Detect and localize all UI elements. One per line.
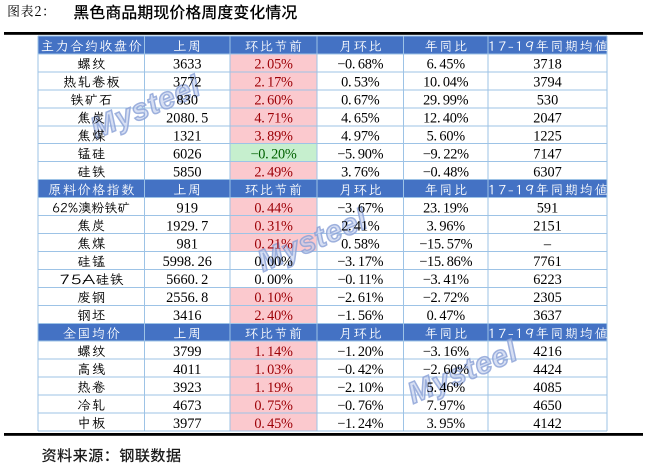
- svg-text:3772: 3772: [173, 75, 202, 91]
- svg-text:−2. 60%: −2. 60%: [423, 362, 469, 378]
- svg-text:−3. 41%: −3. 41%: [423, 272, 469, 288]
- svg-text:−1. 20%: −1. 20%: [337, 344, 383, 360]
- svg-text:2. 41%: 2. 41%: [341, 218, 380, 234]
- svg-text:4. 71%: 4. 71%: [254, 111, 293, 127]
- svg-text:4. 65%: 4. 65%: [341, 111, 380, 127]
- svg-text:4216: 4216: [533, 344, 562, 360]
- svg-text:−3. 16%: −3. 16%: [423, 344, 469, 360]
- svg-text:0. 10%: 0. 10%: [254, 290, 293, 306]
- svg-text:7147: 7147: [533, 147, 562, 163]
- svg-text:−0. 76%: −0. 76%: [337, 398, 383, 414]
- svg-text:3416: 3416: [173, 308, 202, 324]
- svg-text:−2. 10%: −2. 10%: [337, 380, 383, 396]
- svg-text:0. 44%: 0. 44%: [254, 200, 293, 216]
- svg-text:4. 97%: 4. 97%: [341, 129, 380, 145]
- svg-text:0. 21%: 0. 21%: [254, 236, 293, 252]
- svg-text:7761: 7761: [533, 254, 562, 270]
- svg-text:1. 14%: 1. 14%: [254, 344, 293, 360]
- svg-text:−0. 11%: −0. 11%: [337, 272, 383, 288]
- svg-text:4673: 4673: [173, 398, 202, 414]
- svg-text:3. 76%: 3. 76%: [341, 165, 380, 181]
- svg-text:530: 530: [537, 93, 558, 109]
- svg-text:12. 40%: 12. 40%: [423, 111, 469, 127]
- svg-text:4085: 4085: [533, 380, 562, 396]
- svg-text:−15. 57%: −15. 57%: [419, 236, 472, 252]
- svg-text:0. 00%: 0. 00%: [254, 254, 293, 270]
- svg-text:−3. 67%: −3. 67%: [337, 200, 383, 216]
- svg-text:5998. 26: 5998. 26: [163, 254, 212, 270]
- svg-text:2305: 2305: [533, 290, 562, 306]
- svg-text:6307: 6307: [533, 165, 562, 181]
- svg-text:0. 47%: 0. 47%: [427, 308, 466, 324]
- svg-text:3977: 3977: [173, 416, 202, 432]
- svg-text:−0. 42%: −0. 42%: [337, 362, 383, 378]
- svg-text:3633: 3633: [173, 57, 202, 73]
- svg-text:−0. 20%: −0. 20%: [250, 147, 296, 163]
- svg-text:3923: 3923: [173, 380, 202, 396]
- svg-text:2. 05%: 2. 05%: [254, 57, 293, 73]
- svg-text:−2. 61%: −2. 61%: [337, 290, 383, 306]
- svg-text:−5. 90%: −5. 90%: [337, 147, 383, 163]
- svg-text:3. 95%: 3. 95%: [427, 416, 466, 432]
- svg-text:5850: 5850: [173, 165, 202, 181]
- svg-text:−15. 86%: −15. 86%: [419, 254, 472, 270]
- svg-text:−0. 68%: −0. 68%: [337, 57, 383, 73]
- svg-text:2. 60%: 2. 60%: [254, 93, 293, 109]
- svg-text:−0. 48%: −0. 48%: [423, 165, 469, 181]
- svg-text:3. 89%: 3. 89%: [254, 129, 293, 145]
- svg-text:2080. 5: 2080. 5: [166, 111, 208, 127]
- svg-text:4650: 4650: [533, 398, 562, 414]
- svg-text:2047: 2047: [533, 111, 562, 127]
- svg-text:1. 03%: 1. 03%: [254, 362, 293, 378]
- svg-text:919: 919: [177, 200, 198, 216]
- svg-text:4011: 4011: [173, 362, 201, 378]
- svg-text:29. 99%: 29. 99%: [423, 93, 469, 109]
- svg-text:0. 00%: 0. 00%: [254, 272, 293, 288]
- svg-text:2. 17%: 2. 17%: [254, 75, 293, 91]
- svg-text:1929. 7: 1929. 7: [166, 218, 208, 234]
- svg-text:4424: 4424: [533, 362, 562, 378]
- svg-text:1. 19%: 1. 19%: [254, 380, 293, 396]
- svg-text:−3. 17%: −3. 17%: [337, 254, 383, 270]
- svg-text:2. 40%: 2. 40%: [254, 308, 293, 324]
- svg-text:1321: 1321: [173, 129, 202, 145]
- svg-text:0. 45%: 0. 45%: [254, 416, 293, 432]
- svg-text:0. 58%: 0. 58%: [341, 236, 380, 252]
- svg-text:0. 67%: 0. 67%: [341, 93, 380, 109]
- svg-text:3718: 3718: [533, 57, 562, 73]
- svg-text:−1. 56%: −1. 56%: [337, 308, 383, 324]
- svg-text:4142: 4142: [533, 416, 562, 432]
- svg-text:7. 97%: 7. 97%: [427, 398, 466, 414]
- svg-text:6026: 6026: [173, 147, 202, 163]
- svg-text:2. 49%: 2. 49%: [254, 165, 293, 181]
- svg-text:10. 04%: 10. 04%: [423, 75, 469, 91]
- svg-text:5660. 2: 5660. 2: [166, 272, 208, 288]
- svg-text:0. 31%: 0. 31%: [254, 218, 293, 234]
- svg-text:5. 46%: 5. 46%: [427, 380, 466, 396]
- svg-text:981: 981: [177, 236, 198, 252]
- svg-text:0. 75%: 0. 75%: [254, 398, 293, 414]
- svg-text:2556. 8: 2556. 8: [166, 290, 208, 306]
- svg-text:3637: 3637: [533, 308, 562, 324]
- svg-text:−1. 24%: −1. 24%: [337, 416, 383, 432]
- svg-text:6223: 6223: [533, 272, 562, 288]
- svg-text:0. 53%: 0. 53%: [341, 75, 380, 91]
- svg-text:591: 591: [537, 200, 558, 216]
- svg-text:23. 19%: 23. 19%: [423, 200, 469, 216]
- svg-text:3794: 3794: [533, 75, 562, 91]
- svg-text:6. 45%: 6. 45%: [427, 57, 466, 73]
- svg-text:5. 60%: 5. 60%: [427, 129, 466, 145]
- svg-text:1225: 1225: [533, 129, 562, 145]
- svg-text:830: 830: [177, 93, 198, 109]
- svg-text:3. 96%: 3. 96%: [427, 218, 466, 234]
- svg-text:−9. 22%: −9. 22%: [423, 147, 469, 163]
- svg-text:2151: 2151: [533, 218, 562, 234]
- svg-text:–: –: [543, 236, 552, 252]
- svg-text:3799: 3799: [173, 344, 202, 360]
- svg-text:−2. 72%: −2. 72%: [423, 290, 469, 306]
